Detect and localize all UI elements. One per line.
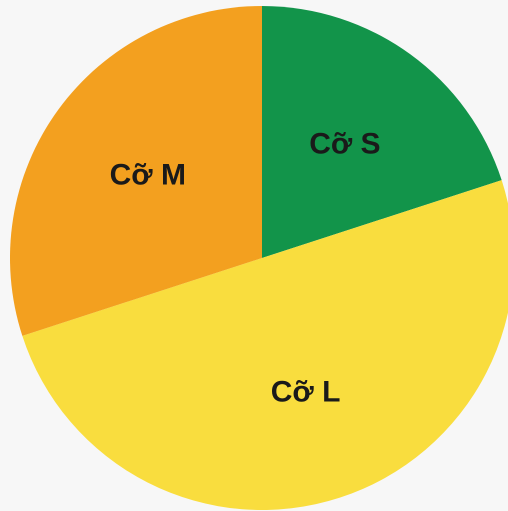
pie-slice-label-1: Cỡ S (309, 127, 380, 160)
pie-slice-1 (262, 6, 502, 258)
pie-slice-3 (9, 6, 263, 336)
pie-labels: Cỡ S Cỡ L Cỡ M (110, 127, 381, 408)
pie-slice-label-3: Cỡ M (110, 159, 186, 192)
pie-slices (9, 6, 508, 511)
pie-slice-label-2: Cỡ L (271, 376, 341, 409)
pie-slice-2 (22, 180, 508, 511)
